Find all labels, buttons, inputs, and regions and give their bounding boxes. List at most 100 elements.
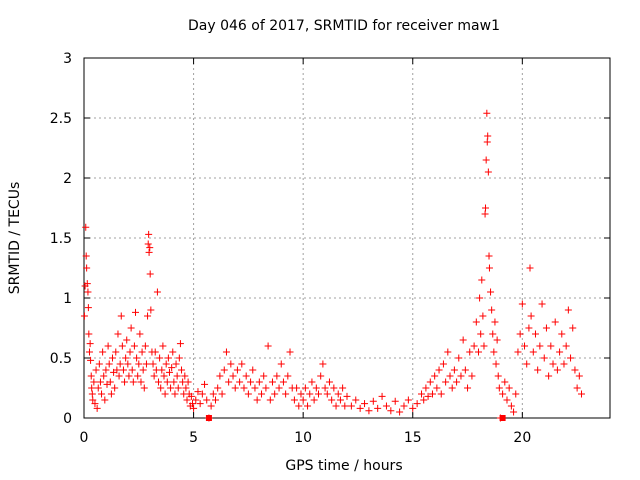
data-point — [147, 306, 155, 314]
data-point — [328, 396, 336, 404]
data-point — [391, 397, 399, 405]
y-tick-label: 1 — [63, 291, 72, 307]
data-point — [534, 366, 542, 374]
data-point — [490, 348, 498, 356]
data-point — [549, 360, 557, 368]
data-point — [446, 372, 454, 380]
data-point — [347, 402, 355, 410]
data-point — [188, 400, 196, 408]
data-point — [341, 402, 349, 410]
data-point — [145, 230, 153, 238]
data-point — [169, 348, 177, 356]
data-point — [514, 348, 522, 356]
data-point — [304, 402, 312, 410]
data-point — [317, 372, 325, 380]
y-tick-label: 0 — [63, 411, 72, 427]
data-point — [512, 390, 520, 398]
data-point — [214, 384, 222, 392]
data-point — [483, 138, 491, 146]
data-point — [212, 396, 219, 404]
data-point — [569, 324, 577, 332]
data-point — [165, 368, 173, 376]
data-point — [494, 372, 502, 380]
data-point — [491, 318, 499, 326]
data-point — [365, 407, 373, 415]
data-point — [145, 248, 153, 256]
data-point — [173, 372, 181, 380]
data-point — [442, 378, 450, 386]
data-point — [461, 366, 469, 374]
data-point — [279, 378, 287, 386]
data-point — [319, 360, 327, 368]
x-axis-label: GPS time / hours — [285, 458, 402, 474]
data-point — [268, 378, 276, 386]
data-point — [121, 378, 129, 386]
data-point — [343, 392, 351, 400]
data-point — [231, 384, 239, 392]
data-point — [240, 384, 248, 392]
data-point — [164, 354, 172, 362]
data-point — [453, 378, 461, 386]
data-points — [80, 109, 586, 422]
data-point — [106, 378, 114, 386]
data-point — [481, 210, 489, 218]
data-point — [503, 396, 511, 404]
data-point — [484, 132, 492, 140]
data-point — [482, 156, 490, 164]
data-point — [190, 404, 198, 412]
data-point — [124, 360, 132, 368]
data-point — [91, 400, 99, 408]
data-point — [262, 384, 270, 392]
x-tick-label: 15 — [404, 430, 422, 446]
data-point — [218, 390, 226, 398]
data-point — [175, 354, 183, 362]
data-point — [527, 312, 535, 320]
data-point — [558, 330, 566, 338]
data-point — [413, 400, 421, 408]
data-point — [277, 360, 285, 368]
data-point — [475, 348, 482, 356]
data-point — [136, 330, 144, 338]
data-point — [567, 354, 575, 362]
data-point — [163, 378, 171, 386]
data-point — [144, 312, 152, 320]
data-point — [156, 354, 164, 362]
data-point — [137, 378, 145, 386]
data-point — [352, 396, 360, 404]
data-point — [198, 390, 206, 398]
data-point — [457, 372, 465, 380]
data-point — [505, 384, 513, 392]
data-point — [132, 308, 140, 316]
data-point — [107, 390, 115, 398]
data-point — [308, 378, 316, 386]
data-point — [264, 342, 272, 350]
data-point — [99, 348, 107, 356]
data-point — [339, 384, 347, 392]
data-point — [562, 342, 570, 350]
data-point — [176, 340, 184, 348]
data-point — [480, 342, 488, 350]
x-tick-label: 10 — [294, 430, 312, 446]
data-point — [95, 360, 103, 368]
data-point — [435, 366, 443, 374]
data-point — [92, 366, 100, 374]
data-point — [253, 396, 261, 404]
data-point — [501, 378, 509, 386]
data-point — [100, 372, 108, 380]
data-point — [448, 384, 456, 392]
data-point — [187, 392, 195, 400]
data-point — [321, 384, 329, 392]
data-point — [420, 396, 428, 404]
data-point — [499, 390, 507, 398]
data-point — [297, 390, 305, 398]
data-point — [330, 384, 338, 392]
data-point — [85, 330, 93, 338]
data-point — [487, 288, 495, 296]
data-point — [101, 396, 109, 404]
data-point — [119, 366, 127, 374]
data-point — [564, 306, 572, 314]
data-point — [483, 109, 491, 117]
data-point — [418, 390, 426, 398]
data-point — [437, 390, 445, 398]
data-point — [85, 348, 93, 356]
